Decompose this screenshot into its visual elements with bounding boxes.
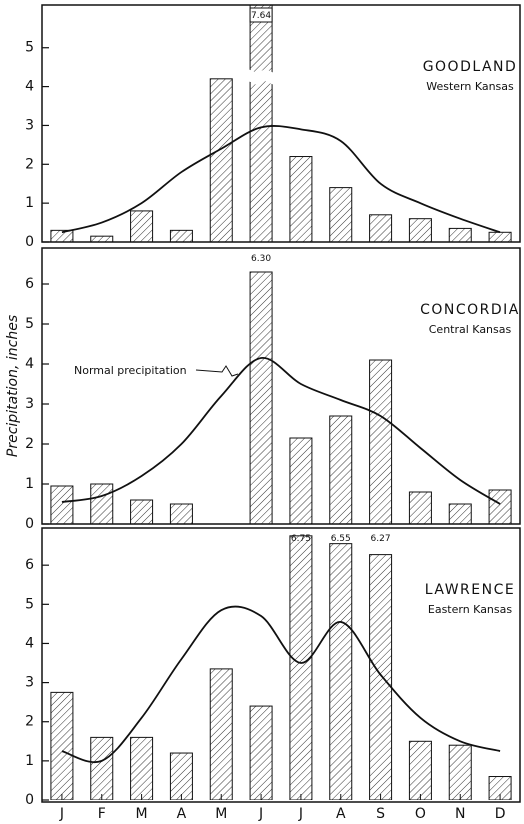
bar bbox=[488, 231, 512, 242]
y-tick-label: 4 bbox=[25, 635, 34, 651]
y-tick-label: 3 bbox=[25, 396, 34, 412]
x-tick-label: A bbox=[177, 806, 187, 822]
panel-frame bbox=[41, 4, 521, 243]
panel bbox=[50, 535, 512, 800]
bar bbox=[329, 543, 353, 800]
bar bbox=[209, 78, 233, 242]
panel-subtitle: Eastern Kansas bbox=[428, 603, 513, 616]
panel-subtitle: Western Kansas bbox=[426, 80, 514, 93]
y-tick-label: 2 bbox=[25, 436, 34, 452]
x-tick-label: J bbox=[59, 806, 64, 822]
bar bbox=[329, 415, 353, 524]
bar bbox=[289, 156, 313, 242]
panel-title: LAWRENCE bbox=[425, 582, 515, 598]
y-tick-label: 3 bbox=[25, 675, 34, 691]
bar bbox=[408, 491, 432, 524]
panel-frame bbox=[41, 247, 521, 525]
bar bbox=[130, 210, 154, 242]
value-label: 6.27 bbox=[371, 534, 391, 544]
bar bbox=[448, 503, 472, 524]
normal-curve bbox=[61, 357, 501, 505]
x-tick-label: M bbox=[136, 806, 148, 822]
bar bbox=[50, 485, 74, 524]
bar-break bbox=[248, 68, 275, 85]
y-tick-label: 2 bbox=[25, 714, 34, 730]
y-tick-label: 0 bbox=[25, 516, 34, 532]
annotation-leader bbox=[195, 365, 239, 377]
annotation: Normal precipitation bbox=[74, 364, 187, 377]
bar bbox=[249, 5, 273, 242]
bar bbox=[369, 214, 393, 242]
panel-frame bbox=[41, 527, 521, 803]
panel-subtitle: Central Kansas bbox=[429, 323, 512, 336]
panel-title: GOODLAND bbox=[423, 59, 518, 75]
panel bbox=[50, 271, 512, 524]
bar bbox=[249, 271, 273, 524]
y-tick-label: 1 bbox=[25, 753, 34, 769]
bar bbox=[369, 554, 393, 800]
x-tick-label: M bbox=[215, 806, 227, 822]
bar bbox=[488, 489, 512, 524]
label-box bbox=[249, 7, 273, 23]
y-tick-label: 5 bbox=[25, 316, 34, 332]
normal-curve bbox=[61, 125, 501, 234]
y-tick-label: 4 bbox=[25, 356, 34, 372]
x-tick-label: J bbox=[298, 806, 303, 822]
y-tick-label: 5 bbox=[25, 596, 34, 612]
bar bbox=[209, 668, 233, 800]
bar bbox=[408, 740, 432, 800]
bar bbox=[448, 744, 472, 800]
y-tick-label: 0 bbox=[25, 792, 34, 808]
value-label: 6.30 bbox=[251, 254, 271, 264]
y-tick-label: 2 bbox=[25, 156, 34, 172]
bar bbox=[448, 227, 472, 242]
y-tick-label: 3 bbox=[25, 117, 34, 133]
x-tick-label: D bbox=[495, 806, 506, 822]
bar bbox=[169, 503, 193, 524]
bar bbox=[488, 776, 512, 800]
x-tick-label: A bbox=[336, 806, 346, 822]
normal-curve bbox=[61, 605, 501, 764]
panel bbox=[50, 5, 512, 242]
y-tick-label: 6 bbox=[25, 276, 34, 292]
value-label: 6.55 bbox=[331, 534, 351, 544]
bar bbox=[249, 705, 273, 800]
bar bbox=[369, 359, 393, 524]
bar bbox=[90, 483, 114, 524]
x-tick-label: F bbox=[98, 806, 106, 822]
x-tick-label: J bbox=[258, 806, 263, 822]
x-tick-label: S bbox=[376, 806, 385, 822]
bar bbox=[130, 736, 154, 800]
value-label: 7.64 bbox=[251, 11, 271, 21]
bar bbox=[289, 535, 313, 800]
bar bbox=[50, 229, 74, 242]
y-tick-label: 0 bbox=[25, 234, 34, 250]
bar bbox=[130, 499, 154, 524]
bar bbox=[50, 691, 74, 800]
value-label: 6.75 bbox=[291, 534, 311, 544]
bar bbox=[289, 437, 313, 524]
bar bbox=[169, 229, 193, 242]
y-tick-label: 1 bbox=[25, 476, 34, 492]
bar bbox=[408, 218, 432, 242]
x-tick-label: N bbox=[455, 806, 465, 822]
bar bbox=[90, 235, 114, 242]
bar bbox=[169, 752, 193, 800]
x-tick-label: O bbox=[415, 806, 426, 822]
y-tick-label: 5 bbox=[25, 40, 34, 56]
bar bbox=[90, 736, 114, 800]
panel-title: CONCORDIA bbox=[420, 302, 520, 318]
y-axis-label: Precipitation, inches bbox=[5, 315, 21, 457]
y-tick-label: 1 bbox=[25, 195, 34, 211]
bar bbox=[329, 187, 353, 242]
y-tick-label: 4 bbox=[25, 79, 34, 95]
y-tick-label: 6 bbox=[25, 557, 34, 573]
